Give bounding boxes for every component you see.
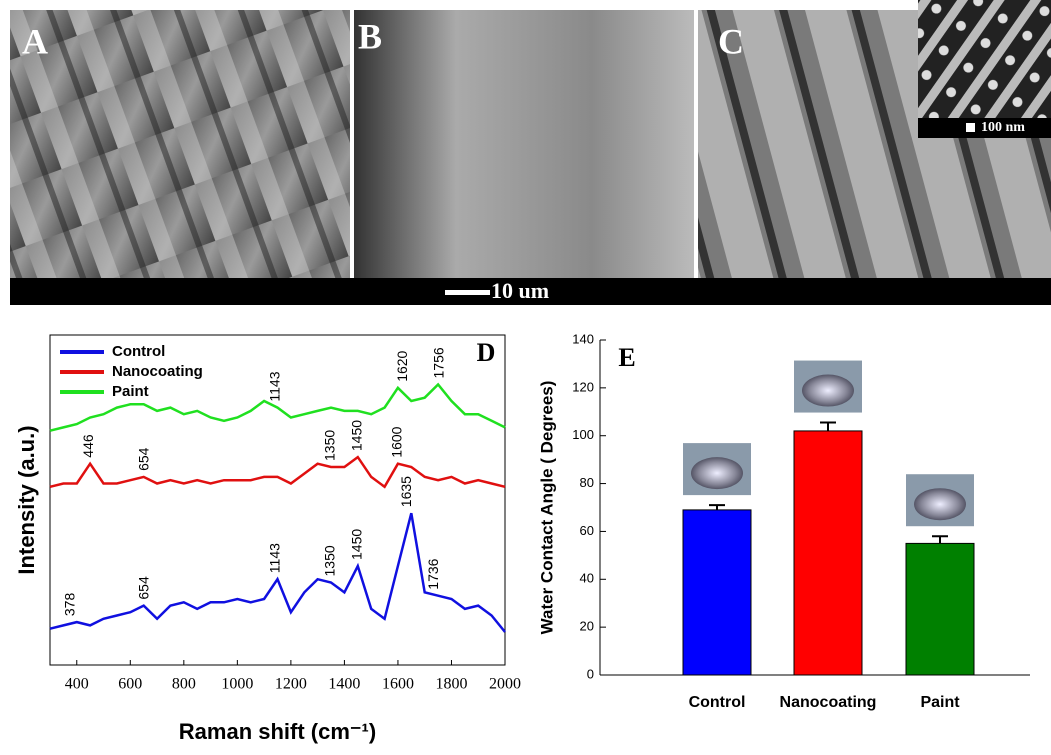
legend-label: Nanocoating: [112, 363, 203, 380]
panel-label: B: [358, 16, 382, 56]
figure: 100 nm 10 um A B C 400600800100012001400…: [0, 0, 1051, 750]
y-tick-label: 80: [580, 475, 594, 490]
x-tick-label: 1800: [435, 676, 467, 693]
legend-label: Control: [112, 343, 165, 360]
peak-label: 654: [135, 447, 151, 471]
inset-scale-mark: [966, 123, 975, 132]
legend-label: Paint: [112, 383, 149, 400]
error-bar: [709, 505, 725, 510]
droplet-photo: [691, 457, 743, 489]
peak-label: 654: [135, 576, 151, 600]
peak-label: 1350: [322, 430, 338, 461]
x-tick-label: 1600: [382, 676, 414, 693]
sem-image: [10, 10, 350, 278]
sem-image: [354, 10, 694, 278]
x-tick-label: 800: [172, 676, 196, 693]
y-axis-title: Water Contact Angle ( Degrees): [537, 381, 556, 635]
x-axis-title: Raman shift (cm⁻¹): [179, 719, 376, 744]
y-tick-label: 140: [572, 331, 594, 346]
peak-label: 1450: [348, 420, 364, 451]
peak-label: 1143: [266, 371, 282, 401]
peak-label: 1600: [389, 426, 405, 457]
panel-label: C: [718, 21, 744, 61]
peak-label: 1620: [394, 350, 410, 381]
bar: [683, 510, 751, 675]
scale-label: 10 um: [491, 278, 549, 303]
sem-inset: [918, 0, 1051, 120]
y-tick-label: 40: [580, 571, 594, 586]
y-tick-label: 100: [572, 427, 594, 442]
x-tick-label: Nanocoating: [780, 694, 877, 711]
peak-label: 446: [80, 434, 96, 458]
x-tick-label: Paint: [920, 694, 960, 711]
panel-label: A: [22, 21, 48, 61]
y-tick-label: 60: [580, 523, 594, 538]
peak-label: 1756: [430, 347, 446, 378]
droplet-photo: [802, 375, 854, 407]
error-bar: [932, 536, 948, 543]
peak-label: 1143: [266, 543, 282, 573]
peak-label: 1635: [398, 476, 414, 507]
inset-scale: 100 nm: [981, 120, 1025, 135]
x-tick-label: Control: [689, 694, 746, 711]
droplet-photo: [914, 488, 966, 520]
x-tick-label: 1400: [328, 676, 360, 693]
x-tick-label: 1200: [275, 676, 307, 693]
panel-label: D: [477, 338, 496, 367]
x-tick-label: 2000: [489, 676, 521, 693]
y-tick-label: 120: [572, 379, 594, 394]
x-tick-label: 600: [118, 676, 142, 693]
x-tick-label: 400: [65, 676, 89, 693]
peak-label: 1350: [322, 545, 338, 576]
spectrum-line: [50, 457, 505, 487]
peak-label: 1736: [425, 558, 441, 589]
peak-label: 1450: [348, 529, 364, 560]
bar: [906, 543, 974, 675]
x-tick-label: 1000: [221, 676, 253, 693]
error-bar: [820, 423, 836, 431]
scale-bar: [445, 290, 490, 295]
y-tick-label: 20: [580, 619, 594, 634]
bar: [794, 431, 862, 675]
panel-label: E: [618, 343, 635, 372]
y-axis-title: Intensity (a.u.): [14, 425, 39, 574]
y-tick-label: 0: [587, 666, 594, 681]
peak-label: 378: [62, 593, 78, 617]
